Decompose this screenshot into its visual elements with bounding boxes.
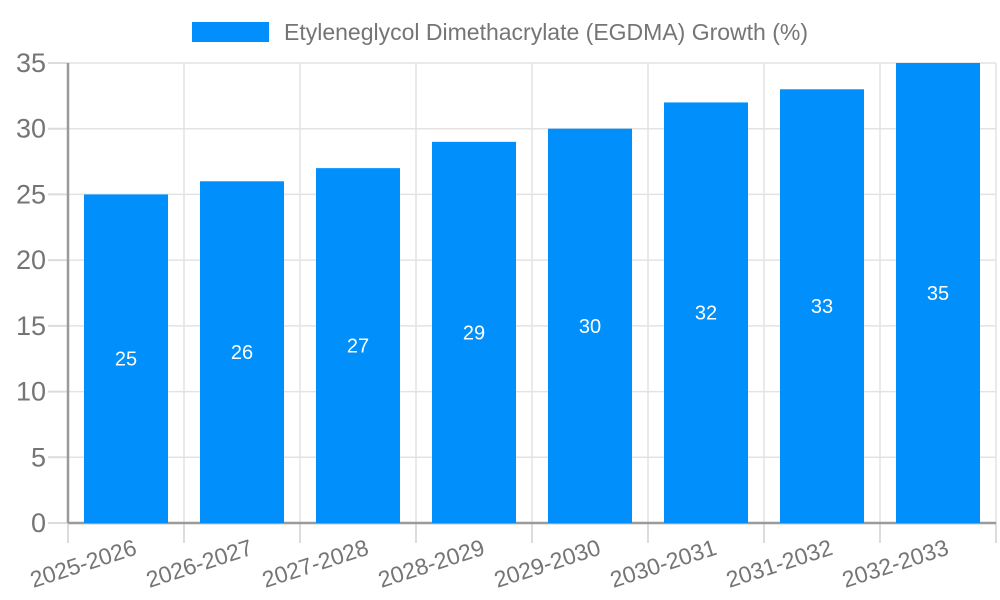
- bar[interactable]: [432, 141, 516, 523]
- bar-value-label: 32: [695, 303, 717, 325]
- bar[interactable]: [664, 102, 748, 523]
- y-tick-label: 25: [16, 179, 46, 209]
- x-tick-label: 2032-2033: [839, 534, 952, 593]
- legend-label: Etyleneglycol Dimethacrylate (EGDMA) Gro…: [283, 19, 809, 45]
- y-tick-label: 30: [16, 114, 46, 144]
- bar[interactable]: [200, 181, 284, 524]
- legend[interactable]: Etyleneglycol Dimethacrylate (EGDMA) Gro…: [0, 18, 1000, 46]
- legend-swatch: [191, 22, 269, 42]
- bar[interactable]: [316, 168, 400, 523]
- bar-value-label: 26: [231, 342, 253, 364]
- y-tick-label: 5: [31, 442, 46, 472]
- x-tick-label: 2031-2032: [723, 534, 836, 593]
- bar[interactable]: [780, 89, 864, 524]
- bar-value-label: 35: [927, 283, 949, 305]
- y-tick-label: 10: [16, 377, 46, 407]
- y-tick-label: 35: [16, 48, 46, 78]
- bar-value-label: 33: [811, 296, 833, 318]
- bar-value-label: 25: [115, 349, 137, 371]
- y-tick-label: 15: [16, 311, 46, 341]
- bar[interactable]: [84, 194, 168, 523]
- bar[interactable]: [896, 63, 980, 523]
- x-tick-label: 2027-2028: [259, 534, 372, 593]
- x-tick-label: 2028-2029: [375, 534, 488, 593]
- x-tick-label: 2025-2026: [27, 534, 140, 593]
- x-tick-label: 2026-2027: [143, 534, 256, 593]
- x-tick-label: 2029-2030: [491, 534, 604, 593]
- y-tick-label: 0: [31, 508, 46, 538]
- bar-value-label: 30: [579, 316, 601, 338]
- bar-value-label: 27: [347, 336, 369, 358]
- bar-value-label: 29: [463, 322, 485, 344]
- bar[interactable]: [548, 128, 632, 523]
- y-tick-label: 20: [16, 245, 46, 275]
- x-tick-label: 2030-2031: [607, 534, 720, 593]
